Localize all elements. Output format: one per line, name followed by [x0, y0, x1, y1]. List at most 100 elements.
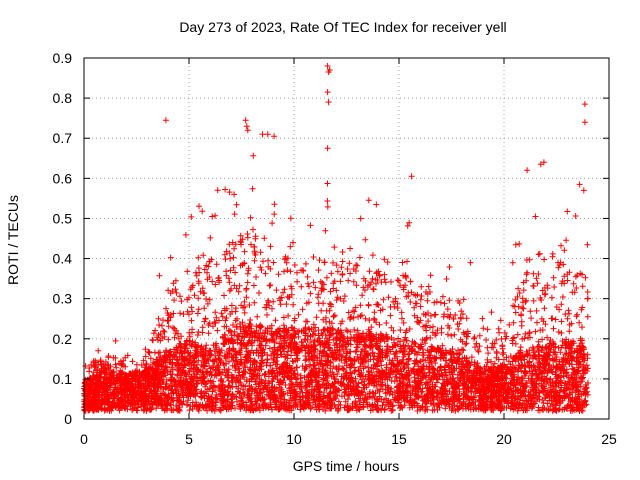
data-point: [431, 299, 438, 306]
chart-title: Day 273 of 2023, Rate Of TEC Index for r…: [179, 19, 506, 35]
data-point: [184, 268, 191, 275]
data-point: [330, 280, 337, 287]
data-point: [218, 310, 225, 317]
data-point: [512, 340, 519, 347]
data-point: [406, 326, 413, 332]
data-point: [156, 272, 163, 279]
data-point: [273, 287, 280, 294]
data-point: [155, 315, 162, 322]
data-point: [439, 293, 446, 300]
data-point: [501, 329, 508, 336]
data-point: [582, 274, 589, 281]
data-point: [267, 243, 274, 250]
data-point: [339, 353, 346, 360]
data-point: [253, 274, 259, 280]
data-point: [425, 283, 432, 290]
data-point: [247, 214, 254, 221]
data-point: [371, 309, 378, 316]
data-point: [350, 278, 357, 285]
data-point: [271, 211, 278, 218]
data-point: [316, 257, 323, 264]
data-point: [534, 280, 541, 287]
data-point: [277, 301, 284, 308]
data-point: [535, 251, 542, 258]
data-point: [213, 404, 219, 411]
data-point: [333, 297, 340, 303]
data-point: [341, 293, 348, 300]
data-point: [231, 211, 238, 218]
data-point: [426, 359, 432, 366]
data-point: [219, 313, 226, 320]
data-point: [468, 354, 475, 361]
data-point: [230, 322, 236, 328]
data-point: [250, 226, 256, 233]
data-point: [203, 296, 210, 302]
data-point: [278, 294, 285, 301]
data-point: [536, 250, 543, 257]
data-point: [266, 282, 273, 289]
data-point: [200, 290, 207, 296]
data-point: [239, 319, 246, 326]
data-point: [199, 324, 206, 331]
data-point: [198, 343, 205, 350]
data-point: [488, 309, 495, 316]
data-point: [424, 290, 431, 297]
data-point: [572, 273, 579, 280]
data-point: [212, 309, 219, 316]
data-point: [229, 239, 236, 246]
data-point: [446, 264, 453, 270]
data-point: [324, 203, 331, 210]
data-points: [81, 63, 591, 414]
data-point: [170, 324, 176, 331]
data-point: [456, 320, 463, 327]
data-point: [266, 345, 273, 352]
data-point: [287, 268, 294, 275]
data-point: [214, 327, 221, 334]
data-point: [407, 299, 414, 305]
data-point: [223, 268, 230, 275]
data-point: [352, 268, 359, 274]
data-point: [205, 322, 212, 328]
data-point: [541, 305, 548, 312]
data-point: [579, 271, 585, 278]
data-point: [187, 353, 194, 360]
data-point: [479, 315, 486, 322]
data-point: [559, 294, 566, 300]
data-point: [174, 330, 181, 337]
data-point: [301, 336, 308, 343]
data-point: [444, 306, 451, 313]
data-point: [171, 297, 178, 304]
data-point: [291, 262, 298, 268]
data-point: [221, 292, 227, 299]
data-point: [342, 398, 349, 405]
data-point: [350, 307, 356, 314]
data-point: [542, 290, 549, 297]
data-point: [152, 327, 159, 334]
data-point: [526, 256, 533, 263]
data-point: [520, 287, 527, 294]
data-point: [201, 305, 208, 312]
data-point: [270, 298, 277, 305]
data-point: [574, 311, 581, 318]
data-point: [519, 304, 526, 311]
data-point: [334, 294, 341, 301]
data-point: [275, 271, 282, 278]
data-point: [403, 293, 410, 300]
data-point: [331, 244, 338, 251]
data-point: [476, 332, 483, 339]
data-point: [555, 329, 562, 335]
data-point: [302, 260, 309, 267]
data-point: [280, 289, 286, 296]
data-point: [147, 355, 154, 362]
data-point: [584, 241, 591, 248]
data-point: [535, 343, 542, 350]
data-point: [491, 360, 498, 367]
data-point: [237, 262, 244, 269]
data-point: [315, 403, 322, 409]
data-point: [299, 306, 306, 313]
data-point: [180, 311, 187, 318]
data-point: [380, 296, 387, 303]
data-point: [88, 361, 95, 368]
data-point: [579, 283, 586, 290]
data-point: [112, 361, 119, 368]
